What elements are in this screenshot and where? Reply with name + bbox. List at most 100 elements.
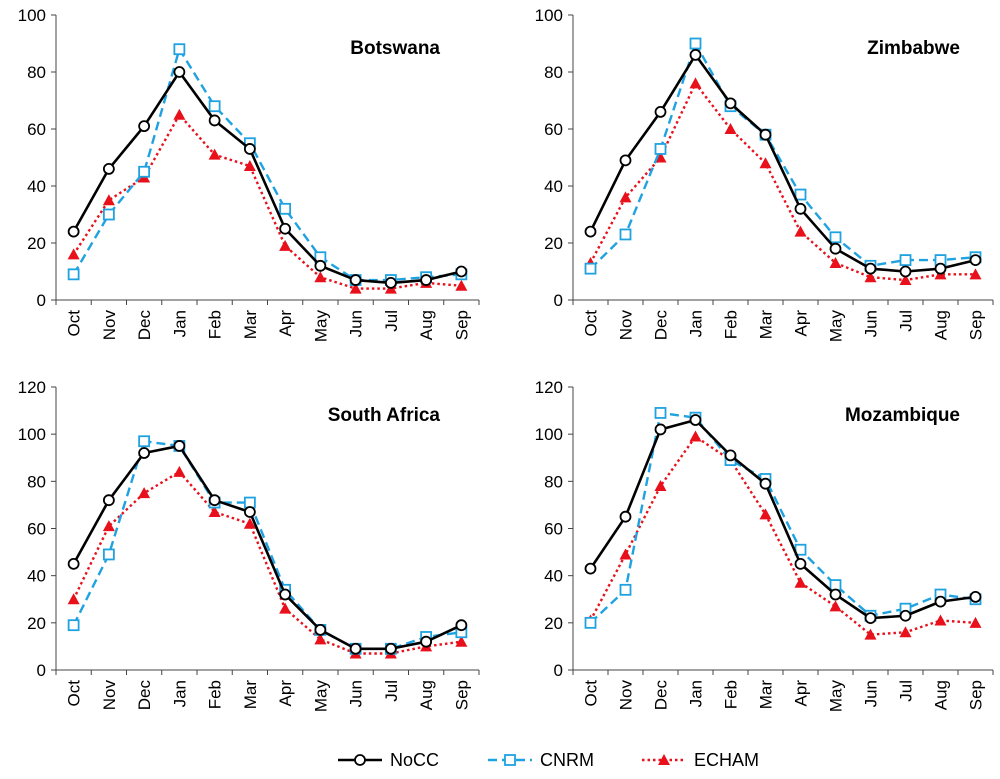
y-tick-label: 20: [27, 614, 46, 633]
chart-title: Botswana: [350, 38, 440, 59]
x-tick-label: Mar: [757, 680, 776, 710]
data-point-nocc: [279, 588, 292, 601]
data-point-cnrm: [102, 208, 115, 221]
series-line-echam: [72, 113, 462, 290]
x-tick-label: May: [827, 310, 846, 343]
data-point-nocc: [759, 128, 772, 141]
data-point-nocc: [279, 222, 292, 235]
data-point-echam: [794, 225, 807, 237]
data-point-echam: [759, 508, 772, 520]
data-point-nocc: [138, 120, 151, 133]
legend-marker: [658, 754, 670, 765]
data-point-echam: [969, 268, 982, 280]
chart-title: South Africa: [328, 405, 441, 426]
y-tick-label: 40: [27, 177, 46, 196]
x-tick-label: Apr: [276, 310, 295, 337]
data-point-nocc: [829, 242, 842, 255]
x-tick-label: Feb: [206, 310, 225, 339]
chart-south-africa: 0 20 40 60 80 100 120 Oct Nov Dec Jan Feb Mar Apr May J…: [18, 378, 480, 712]
x-tick-label: Aug: [932, 680, 951, 710]
y-tick-label: 40: [544, 177, 563, 196]
data-point-echam: [829, 600, 842, 612]
data-point-nocc: [384, 642, 397, 655]
y-tick-label: 120: [18, 378, 46, 397]
data-point-cnrm: [243, 496, 256, 509]
x-tick-label: Sep: [967, 680, 986, 710]
data-point-nocc: [864, 612, 877, 625]
x-tick-label: Jun: [862, 680, 881, 707]
data-point-echam: [864, 271, 877, 283]
data-point-nocc: [969, 590, 982, 603]
x-tick-label: Nov: [617, 310, 636, 341]
data-point-echam: [102, 520, 115, 532]
data-point-nocc: [794, 557, 807, 570]
x-tick-label: Aug: [417, 310, 436, 340]
chart-title: Zimbabwe: [867, 38, 960, 59]
data-point-echam: [455, 279, 468, 291]
data-point-echam: [208, 505, 221, 517]
data-point-cnrm: [67, 619, 80, 632]
y-tick-label: 80: [544, 63, 563, 82]
x-tick-label: Oct: [582, 310, 601, 337]
x-tick-label: Oct: [65, 310, 84, 337]
legend-item-cnrm: CNRM: [488, 750, 594, 770]
x-tick-label: Sep: [967, 310, 986, 340]
data-point-nocc: [243, 143, 256, 155]
data-point-cnrm: [279, 202, 292, 215]
x-tick-label: Jan: [170, 680, 189, 707]
data-point-nocc: [689, 414, 702, 426]
y-tick-label: 60: [544, 520, 563, 539]
x-tick-label: Jun: [347, 680, 366, 707]
data-point-cnrm: [829, 231, 842, 244]
series-line-cnrm: [72, 48, 462, 282]
x-tick-label: Sep: [452, 310, 471, 340]
y-tick-label: 60: [544, 120, 563, 139]
y-tick-label: 0: [37, 661, 46, 680]
x-tick-label: Jan: [170, 310, 189, 337]
x-tick-label: Mar: [757, 310, 776, 340]
data-point-echam: [349, 282, 362, 294]
x-tick-label: Apr: [792, 310, 811, 337]
x-tick-label: Jul: [897, 680, 916, 702]
data-point-nocc: [173, 440, 186, 452]
y-tick-label: 80: [27, 63, 46, 82]
data-point-echam: [67, 593, 80, 605]
series-line-cnrm: [589, 42, 976, 270]
data-point-echam: [208, 148, 221, 160]
x-tick-label: Jan: [687, 680, 706, 707]
y-tick-label: 80: [544, 472, 563, 491]
data-point-nocc: [619, 154, 632, 167]
y-tick-label: 40: [27, 567, 46, 586]
data-point-cnrm: [899, 254, 912, 267]
data-point-echam: [279, 239, 292, 251]
series-line-echam: [589, 435, 976, 636]
x-tick-label: Jul: [382, 310, 401, 332]
data-point-cnrm: [829, 579, 842, 591]
x-tick-label: Sep: [452, 680, 471, 710]
x-tick-label: Mar: [241, 310, 260, 340]
series-line-cnrm: [589, 411, 976, 624]
data-point-echam: [173, 465, 186, 477]
data-point-cnrm: [584, 262, 597, 275]
data-point-nocc: [420, 274, 433, 286]
data-point-echam: [173, 108, 186, 120]
x-tick-label: Jun: [862, 310, 881, 337]
chart-botswana: 0 20 40 60 80 100 Oct Nov Dec Jan Feb Mar Apr May Jun J…: [18, 6, 480, 342]
legend-label: CNRM: [540, 750, 594, 770]
data-point-nocc: [759, 477, 772, 490]
legend: NoCC CNRM ECHAM: [338, 750, 759, 770]
data-point-nocc: [384, 276, 397, 289]
data-point-nocc: [689, 49, 702, 61]
data-point-nocc: [138, 447, 151, 459]
x-tick-label: Nov: [100, 310, 119, 341]
data-point-echam: [138, 487, 151, 499]
data-point-nocc: [584, 225, 597, 238]
x-tick-label: May: [827, 680, 846, 713]
data-point-nocc: [314, 259, 327, 272]
data-point-echam: [759, 157, 772, 169]
data-point-echam: [654, 480, 667, 492]
data-point-echam: [864, 628, 877, 640]
data-point-cnrm: [584, 616, 597, 629]
data-point-nocc: [455, 265, 468, 278]
